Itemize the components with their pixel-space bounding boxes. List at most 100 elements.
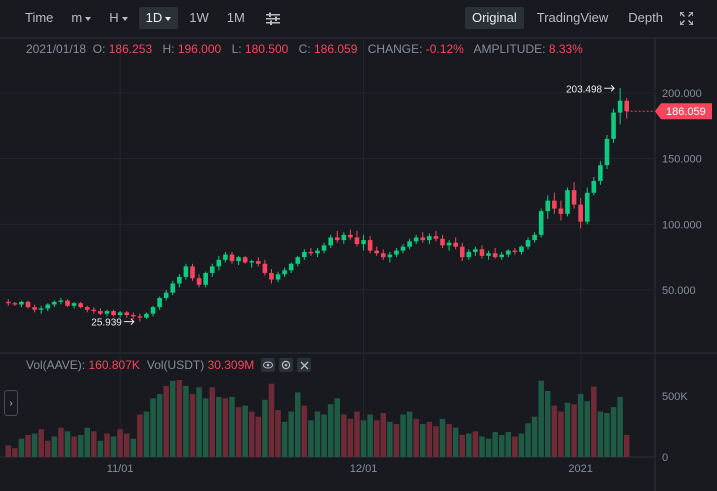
ohlc-info: 2021/01/18 O: 186.253 H: 196.000 L: 180.… <box>26 42 590 56</box>
candle <box>341 232 347 245</box>
volume-bar <box>531 416 538 457</box>
candle-body <box>545 200 551 212</box>
candle-body <box>341 234 347 241</box>
candle <box>124 311 130 318</box>
volume-bar <box>334 398 340 457</box>
volume-settings-button[interactable] <box>279 358 294 372</box>
close-icon <box>300 361 309 369</box>
candle <box>150 305 156 317</box>
candle-body <box>591 180 597 193</box>
sidebar-toggle-button[interactable]: › <box>4 390 18 416</box>
candle-body <box>584 192 590 222</box>
tradingview-view-tab[interactable]: TradingView <box>536 10 609 25</box>
candle <box>65 299 70 308</box>
max-price-arrow <box>604 84 615 92</box>
candle <box>486 250 491 260</box>
chevron-down-icon <box>121 16 128 21</box>
volume-bar <box>255 416 262 457</box>
volume-bar <box>91 431 97 457</box>
date-tick-label: 2021 <box>568 463 592 475</box>
minutes-label: m <box>71 10 83 25</box>
candle-body <box>58 300 64 302</box>
volume-bar <box>150 398 156 457</box>
volume-bar <box>584 401 590 457</box>
candle-body <box>617 100 623 113</box>
candle-body <box>65 300 70 306</box>
candle <box>144 312 149 319</box>
volume-bar <box>123 433 130 457</box>
time-button[interactable]: Time <box>25 10 54 25</box>
amplitude-label: AMPLITUDE: <box>473 42 546 56</box>
volume-bar <box>262 399 268 457</box>
candle-body <box>611 112 616 139</box>
volume-bar <box>617 396 623 457</box>
volume-bar <box>604 413 610 457</box>
candle <box>413 234 419 245</box>
candle <box>466 249 472 260</box>
candle <box>578 198 583 229</box>
day-dropdown[interactable]: 1D <box>138 7 179 29</box>
chevron-down-icon <box>165 16 172 21</box>
candle <box>203 271 208 288</box>
candle-body <box>453 242 458 247</box>
candle <box>242 255 248 264</box>
candle <box>12 301 18 306</box>
candle <box>473 246 478 256</box>
volume-bar <box>406 411 413 457</box>
volume-bar <box>400 414 406 457</box>
volume-bar <box>117 429 123 457</box>
max-price-label: 203.498 <box>566 84 603 95</box>
candle <box>229 251 235 264</box>
candle-body <box>223 254 228 260</box>
hours-label: H <box>109 10 119 25</box>
candle <box>545 195 551 220</box>
candle <box>38 305 44 314</box>
candle-body <box>571 190 577 205</box>
candle <box>91 307 97 314</box>
candle-body <box>242 257 248 263</box>
volume-bar <box>360 420 367 457</box>
high-value: 196.000 <box>177 42 222 56</box>
original-view-tab[interactable]: Original <box>464 7 524 29</box>
candle <box>190 263 195 281</box>
hours-dropdown[interactable]: H <box>102 7 134 29</box>
month-button[interactable]: 1M <box>226 10 245 25</box>
price-tick-label: 200.000 <box>662 88 702 100</box>
date-tick-label: 12/01 <box>350 463 378 475</box>
candle <box>604 134 610 170</box>
candle <box>525 237 531 250</box>
candle-body <box>12 303 18 305</box>
volume-bar <box>104 433 110 457</box>
candle <box>328 234 333 248</box>
candle-body <box>433 236 439 239</box>
candle-body <box>163 292 169 298</box>
min-price-arrow <box>123 318 135 325</box>
eye-icon <box>263 361 274 369</box>
candle-body <box>598 165 603 181</box>
candle <box>348 229 353 241</box>
candle <box>117 311 123 318</box>
chart-settings-button[interactable] <box>256 7 290 29</box>
candle <box>552 192 557 214</box>
candle <box>177 274 182 288</box>
candle-body <box>196 278 202 285</box>
candle <box>302 249 307 260</box>
candle-body <box>295 257 301 264</box>
candle-body <box>209 266 215 273</box>
candle <box>45 303 51 312</box>
volume-bar <box>222 398 229 457</box>
week-button[interactable]: 1W <box>189 10 209 25</box>
ohlc-date: 2021/01/18 <box>26 42 87 56</box>
depth-view-tab[interactable]: Depth <box>628 10 663 25</box>
close-volume-button[interactable] <box>297 358 312 372</box>
candle <box>71 301 77 309</box>
minutes-dropdown[interactable]: m <box>64 7 98 29</box>
base-volume-label: Vol(AAVE): <box>26 358 86 372</box>
candle-body <box>565 190 570 214</box>
volume-bar <box>110 436 117 457</box>
volume-info: Vol(AAVE): 160.807K Vol(USDT) 30.309M <box>26 358 315 372</box>
fullscreen-button[interactable] <box>676 7 697 29</box>
toggle-visibility-button[interactable] <box>261 358 276 372</box>
volume-bar <box>248 411 255 457</box>
